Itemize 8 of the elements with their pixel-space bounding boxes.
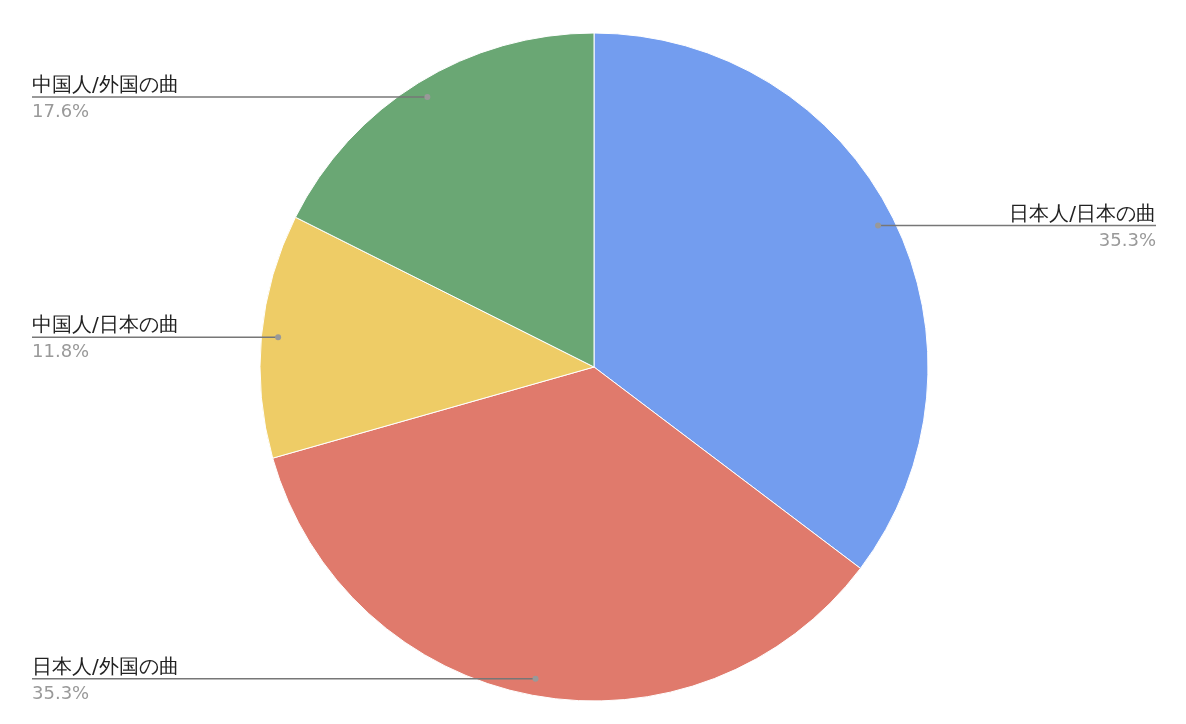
data-label: 35.3% xyxy=(32,681,90,703)
slice-label: 日本人/外国の曲 xyxy=(32,653,179,678)
slice-label: 中国人/外国の曲 xyxy=(32,71,179,96)
data-label: 35.3% xyxy=(1098,228,1156,250)
data-label: 11.8% xyxy=(32,340,90,362)
slice-label: 日本人/日本の曲 xyxy=(1009,200,1156,225)
data-label: 17.6% xyxy=(32,99,90,121)
slice-label: 中国人/日本の曲 xyxy=(32,312,179,337)
